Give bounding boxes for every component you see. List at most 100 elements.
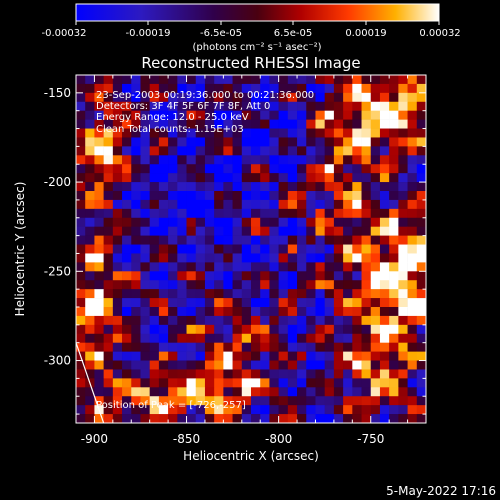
heatmap-cell (195, 182, 206, 192)
heatmap-cell (416, 324, 426, 335)
heatmap-cell (370, 378, 381, 388)
heatmap-cell (112, 75, 123, 85)
heatmap-cell (398, 315, 408, 326)
heatmap-cell (112, 396, 123, 406)
heatmap-cell (315, 307, 325, 317)
heatmap-cell (195, 110, 206, 120)
heatmap-cell (103, 351, 114, 361)
heatmap-cell (122, 226, 132, 236)
heatmap-cell (131, 191, 141, 201)
heatmap-cell (85, 83, 95, 94)
heatmap-cell (361, 128, 372, 138)
heatmap-cell (269, 217, 279, 227)
heatmap-cell (398, 191, 408, 201)
heatmap-cell (370, 405, 381, 415)
heatmap-cell (140, 369, 150, 379)
heatmap-cell (315, 262, 325, 272)
heatmap-cell (407, 146, 418, 156)
heatmap-cell (122, 191, 132, 201)
heatmap-cell (85, 360, 95, 370)
heatmap-cell (389, 244, 399, 254)
heatmap-cell (104, 423, 114, 432)
heatmap-cell (324, 128, 335, 138)
heatmap-cell (297, 289, 307, 299)
heatmap-cell (168, 146, 178, 156)
heatmap-cell (195, 226, 206, 236)
heatmap-cell (140, 414, 150, 423)
heatmap-cell (177, 75, 187, 85)
heatmap-cell (94, 333, 104, 343)
heatmap-cell (195, 83, 206, 94)
heatmap-cell (204, 191, 215, 201)
heatmap-cell (269, 387, 279, 397)
heatmap-cell (407, 333, 418, 343)
heatmap-cell (241, 146, 252, 156)
heatmap-cell (122, 333, 132, 343)
heatmap-cell (168, 217, 178, 227)
heatmap-cell (177, 217, 187, 227)
heatmap-cell (416, 155, 426, 165)
annotation-time: 23-Sep-2003 00:19:36.000 to 00:21:36.000 (96, 90, 314, 101)
heatmap-cell (223, 280, 233, 290)
heatmap-cell (158, 191, 169, 201)
heatmap-cell (112, 208, 123, 219)
heatmap-cell (168, 351, 178, 361)
heatmap-cell (269, 208, 279, 219)
colorbar-tick-1: -0.00019 (126, 28, 171, 39)
heatmap-cell (186, 199, 197, 210)
heatmap-cell (361, 235, 372, 245)
heatmap-cell (251, 119, 261, 129)
heatmap-cell (352, 333, 362, 343)
heatmap-cell (352, 405, 362, 415)
heatmap-cell (379, 75, 390, 85)
heatmap-cell (333, 387, 344, 397)
heatmap-cell (407, 182, 418, 192)
heatmap-cell (260, 405, 270, 415)
heatmap-cell (195, 315, 206, 326)
heatmap-cell (168, 414, 178, 423)
heatmap-cell (214, 351, 224, 361)
heatmap-cell (389, 110, 399, 120)
heatmap-cell (140, 378, 150, 388)
heatmap-cell (352, 315, 362, 326)
heatmap-cell (398, 226, 408, 236)
heatmap-cell (297, 342, 307, 352)
heatmap-cell (204, 280, 215, 290)
heatmap-cell (361, 101, 372, 111)
heatmap-cell (315, 342, 325, 352)
heatmap-cell (177, 92, 187, 103)
heatmap-cell (361, 262, 372, 272)
heatmap-cell (269, 333, 279, 343)
heatmap-cell (306, 262, 316, 272)
heatmap-cell (214, 342, 224, 352)
heatmap-cell (186, 155, 197, 165)
heatmap-cell (306, 92, 316, 103)
heatmap-cell (370, 137, 381, 147)
heatmap-cell (398, 387, 408, 397)
axis-ticks (76, 74, 426, 423)
heatmap-cell (260, 235, 270, 245)
heatmap-cell (352, 75, 362, 85)
heatmap-cell (76, 101, 86, 111)
heatmap-cell (370, 369, 381, 379)
heatmap-cell (287, 199, 298, 210)
heatmap-cell (315, 137, 325, 147)
heatmap-cell (76, 226, 86, 236)
heatmap-cell (398, 244, 408, 254)
heatmap-cell (407, 217, 418, 227)
heatmap-cell (85, 217, 95, 227)
heatmap-cell (352, 262, 362, 272)
heatmap-cell (260, 101, 270, 111)
heatmap-cell (333, 369, 344, 379)
heatmap-cell (361, 226, 372, 236)
heatmap-cell (324, 387, 335, 397)
heatmap-cell (361, 387, 372, 397)
heatmap-cell (416, 396, 426, 406)
heatmap-cell (214, 92, 224, 103)
heatmap-cell (370, 396, 381, 406)
heatmap-cell (306, 119, 316, 129)
heatmap-cell (260, 387, 270, 397)
heatmap-cell (177, 110, 187, 120)
heatmap-cell (85, 387, 95, 397)
heatmap-cell (389, 164, 399, 174)
